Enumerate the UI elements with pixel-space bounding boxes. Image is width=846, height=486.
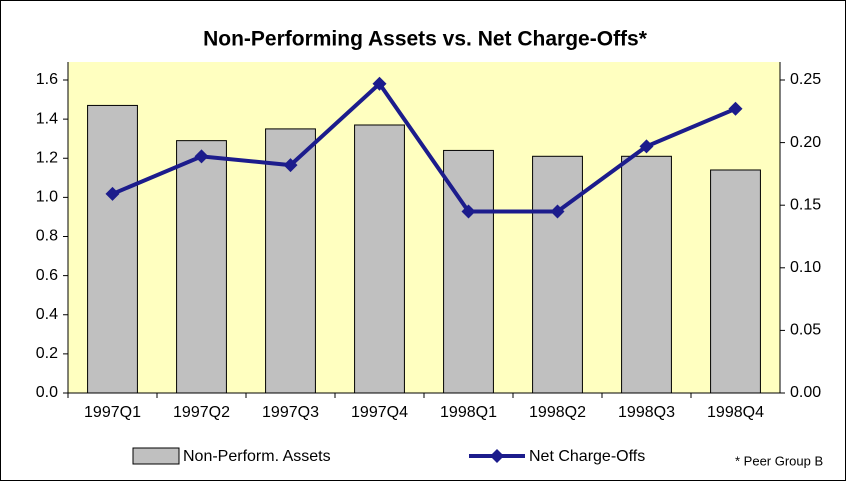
- y-tick-label: 0.2: [36, 345, 58, 362]
- chart-title: Non-Performing Assets vs. Net Charge-Off…: [203, 28, 648, 51]
- legend-swatch: [132, 447, 180, 465]
- y-tick-label: 1.4: [36, 110, 58, 127]
- bar: [710, 169, 761, 394]
- marker: [194, 149, 209, 164]
- marker: [283, 158, 298, 173]
- y2-tick-label: 0.00: [790, 384, 821, 401]
- bar: [354, 124, 405, 394]
- x-tick-label: 1997Q1: [84, 404, 141, 421]
- plot-area: [68, 62, 780, 393]
- legend-marker: [490, 449, 504, 463]
- y2-tick-label: 0.20: [790, 134, 821, 151]
- marker: [105, 186, 120, 201]
- y2-tick-label: 0.25: [790, 71, 821, 88]
- y2-tick-label: 0.10: [790, 259, 821, 276]
- y-tick-label: 0.4: [36, 306, 58, 323]
- y-tick-label: 1.6: [36, 71, 58, 88]
- y-tick-label: 0.8: [36, 228, 58, 245]
- bar: [176, 140, 227, 394]
- y2-tick-label: 0.05: [790, 322, 821, 339]
- marker: [728, 101, 743, 116]
- marker: [372, 76, 387, 91]
- y-tick-label: 0.6: [36, 267, 58, 284]
- x-tick-label: 1998Q3: [618, 404, 675, 421]
- x-tick-label: 1998Q1: [440, 404, 497, 421]
- x-tick-label: 1997Q4: [351, 404, 408, 421]
- y-tick-label: 1.0: [36, 189, 58, 206]
- bar: [621, 155, 672, 394]
- y2-tick-label: 0.15: [790, 196, 821, 213]
- footnote: * Peer Group B: [735, 453, 823, 468]
- legend-label: Net Charge-Offs: [529, 448, 645, 465]
- y-tick-label: 0.0: [36, 384, 58, 401]
- legend-label: Non-Perform. Assets: [183, 448, 331, 465]
- x-tick-label: 1998Q2: [529, 404, 586, 421]
- marker: [461, 204, 476, 219]
- bar: [87, 104, 138, 394]
- bar: [532, 155, 583, 394]
- marker: [550, 204, 565, 219]
- x-tick-label: 1997Q3: [262, 404, 319, 421]
- x-tick-label: 1997Q2: [173, 404, 230, 421]
- bar: [265, 128, 316, 394]
- y-tick-label: 1.2: [36, 149, 58, 166]
- marker: [639, 139, 654, 154]
- line: [111, 80, 737, 214]
- x-tick-label: 1998Q4: [707, 404, 764, 421]
